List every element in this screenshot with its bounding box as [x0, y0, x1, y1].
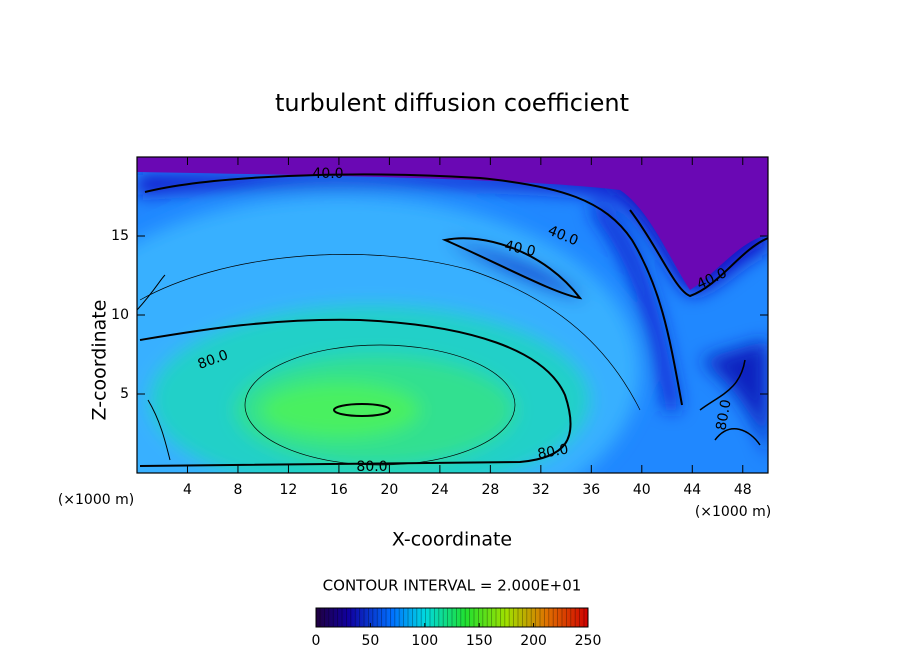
x-tick-label: 28 [481, 482, 499, 498]
x-unit: (×1000 m) [695, 504, 771, 520]
x-tick-label: 12 [280, 482, 298, 498]
colorbar-tick-label: 200 [520, 633, 547, 649]
x-tick-label: 8 [233, 482, 242, 498]
colorbar-tick-label: 100 [411, 633, 438, 649]
x-tick-label: 24 [431, 482, 449, 498]
x-axis-label: X-coordinate [392, 529, 512, 551]
colorbar-tick-label: 50 [361, 633, 379, 649]
x-tick-label: 16 [330, 482, 348, 498]
x-tick-label: 44 [683, 482, 701, 498]
field-shading [137, 175, 768, 473]
colorbar-tick-label: 250 [575, 633, 602, 649]
contour-label: 40.0 [312, 166, 343, 182]
colorbar-tick-label: 150 [466, 633, 493, 649]
colorbar [315, 607, 589, 628]
x-tick-label: 20 [380, 482, 398, 498]
colorbar-tick-label: 0 [312, 633, 321, 649]
y-tick-label: 5 [120, 386, 129, 402]
x-tick-label: 48 [734, 482, 752, 498]
contour-interval: CONTOUR INTERVAL = 2.000E+01 [323, 577, 582, 595]
field-top [137, 157, 768, 290]
contour-label: 80.0 [356, 459, 387, 475]
contour-lines [137, 173, 768, 467]
contour-label: 40.0 [503, 238, 537, 260]
x-tick-label: 36 [582, 482, 600, 498]
y-tick-label: 15 [111, 228, 129, 244]
y-axis-label: Z-coordinate [89, 300, 111, 421]
field [137, 157, 768, 473]
y-unit: (×1000 m) [58, 492, 134, 508]
y-tick-label: 10 [111, 307, 129, 323]
x-tick-label: 40 [633, 482, 651, 498]
x-tick-label: 4 [183, 482, 192, 498]
contour-label: 80.0 [536, 441, 569, 462]
contour-label: 80.0 [713, 398, 734, 431]
x-tick-label: 32 [532, 482, 550, 498]
chart-title: turbulent diffusion coefficient [275, 89, 629, 117]
